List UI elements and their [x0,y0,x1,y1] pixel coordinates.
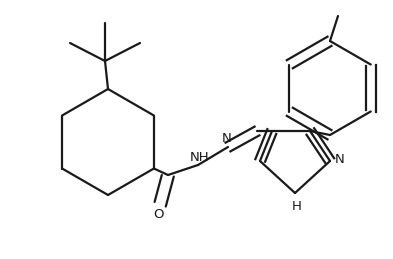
Text: H: H [292,199,302,212]
Text: O: O [153,208,163,221]
Text: N: N [222,132,232,145]
Text: NH: NH [190,150,210,163]
Text: N: N [335,153,345,166]
